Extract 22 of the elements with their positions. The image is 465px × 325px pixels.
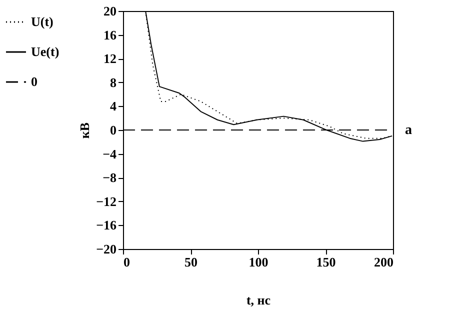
y-tick-label: −20 <box>96 242 116 256</box>
y-tick-label: 20 <box>104 4 116 18</box>
y-tick-label: −8 <box>102 170 117 186</box>
x-tick-label: 150 <box>316 254 336 270</box>
legend-label: 0 <box>31 74 38 89</box>
x-axis-title: t, нс <box>246 292 271 308</box>
legend-label: U(t) <box>31 14 54 29</box>
legend-label: Ue(t) <box>31 44 60 59</box>
y-tick-label: 4 <box>110 98 117 114</box>
y-tick-label: 12 <box>104 51 116 66</box>
text: a <box>405 123 412 138</box>
y-axis-title: кВ <box>77 122 92 139</box>
y-tick-label: 8 <box>110 74 117 90</box>
y-tick-label: −4 <box>102 146 117 162</box>
x-tick-label: 0 <box>124 254 130 270</box>
y-tick-label: −16 <box>96 218 117 233</box>
y-tick-label: 0 <box>110 122 116 138</box>
x-tick-label: 50 <box>184 254 198 270</box>
y-tick-label: 16 <box>104 27 117 42</box>
y-tick-label: −12 <box>96 194 116 209</box>
x-tick-label: 200 <box>374 254 394 270</box>
x-tick-label: 100 <box>248 254 268 270</box>
